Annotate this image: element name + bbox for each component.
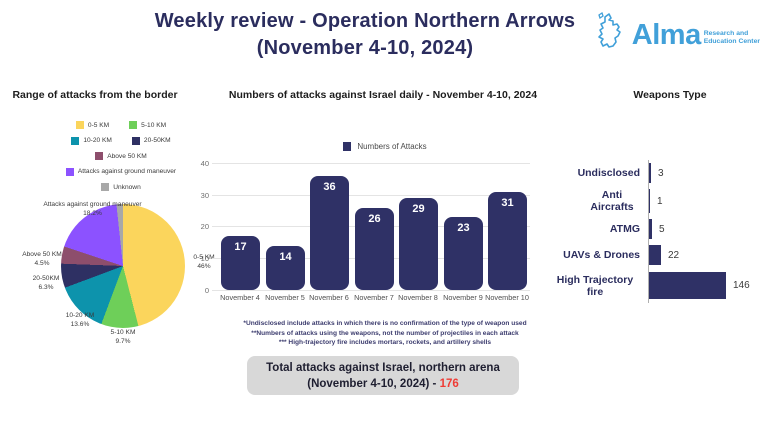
pie-chart-title: Range of attacks from the border [12,89,178,101]
x-axis-label: November 5 [265,293,305,302]
legend-swatch [343,142,352,151]
weapon-bar [649,219,652,239]
weapon-bar [649,272,726,299]
footnotes: *Undisclosed include attacks in which th… [200,319,570,348]
pie-label-5-10: 5-10 KM 9.7% [110,329,136,345]
logo-tagline: Research and Education Center [703,29,760,45]
total-box-line2: (November 4-10, 2024) - 176 [307,377,459,390]
legend-item: 20-50KM [131,136,171,145]
weapon-value: 146 [733,280,750,291]
legend-swatch [131,136,140,145]
weapon-row-undisclosed: Undisclosed 3 [545,160,763,186]
legend-item: 10-20 KM [71,136,112,145]
weapon-row-high-trajectory: High Trajectory fire 146 [545,268,763,303]
total-attacks-box: Total attacks against Israel, northern a… [247,356,519,395]
pie-legend: 0-5 KM 5-10 KM 10-20 KM 20-50KM Above 50… [6,121,236,191]
bar-november-6: 36 [310,175,349,290]
legend-item: 0-5 KM [75,121,109,129]
map-outline-icon [591,11,629,57]
page-title-line2: (November 4-10, 2024) [256,37,474,59]
x-axis-label: November 4 [220,293,260,302]
legend-item: Attacks against ground maneuver [65,167,176,176]
weapon-row-anti-aircrafts: Anti Aircrafts 1 [545,186,763,216]
range-pie [61,204,185,328]
total-box-line1: Total attacks against Israel, northern a… [266,361,500,374]
gridline [212,195,530,196]
bar-november-8: 29 [399,197,438,290]
pie-label-above-50: Above 50 KM 4.5% [22,251,62,267]
y-axis-tick: 0 [204,286,209,295]
page-title-line1: Weekly review - Operation Northern Arrow… [154,10,576,32]
pie-label-ground-maneuver: Attacks against ground maneuver 18.2% [43,201,142,217]
bar-november-10: 31 [488,191,527,290]
legend-item: Above 50 KM [95,152,147,160]
weapons-chart-title: Weapons Type [633,89,707,101]
alma-logo: Alma Research and Education Center [591,11,760,57]
x-axis-label: November 10 [485,293,529,302]
bar-november-5: 14 [266,245,305,290]
gridline [212,163,530,164]
bar-chart-legend: Numbers of Attacks [205,142,565,151]
footnote-2: **Numbers of attacks using the weapons, … [251,329,519,337]
weapon-row-uavs-drones: UAVs & Drones 22 [545,242,763,268]
logo-wordmark: Alma [631,18,701,51]
footnote-3: *** High-trajectory fire includes mortar… [278,339,492,347]
pie-label-20-50: 20-50KM 6.3% [32,275,60,291]
weapons-chart: Undisclosed 3 Anti Aircrafts 1 ATMG 5 UA… [545,160,763,303]
pie-label-0-5: 0-5 KM 46% [193,254,215,270]
bar-november-9: 23 [444,217,483,290]
legend-swatch [129,121,138,129]
pie-label-10-20: 10-20 KM 13.6% [65,312,95,328]
legend-swatch [75,121,84,129]
x-axis-label: November 8 [398,293,438,302]
legend-swatch [65,167,74,176]
weapon-value: 3 [658,167,664,179]
y-axis-tick: 10 [200,254,209,263]
legend-item: 5-10 KM [129,121,166,129]
page-title: Weekly review - Operation Northern Arrow… [100,8,630,62]
weapon-bar [649,163,651,183]
bar-november-4: 17 [221,236,260,290]
x-axis-label: November 9 [443,293,483,302]
legend-swatch [101,183,110,191]
weapon-bar [649,189,650,213]
weapon-value: 22 [668,249,680,261]
footnote-1: *Undisclosed include attacks in which th… [243,320,527,327]
legend-item: Unknown [101,183,141,191]
weapon-bar [649,245,661,265]
legend-label: Numbers of Attacks [357,142,427,151]
y-axis-tick: 30 [200,191,209,200]
x-axis-label: November 6 [309,293,349,302]
gridline [212,290,530,291]
weapon-row-atmg: ATMG 5 [545,216,763,242]
y-axis-tick: 40 [200,159,209,168]
weapon-value: 5 [659,223,665,235]
x-axis-label: November 7 [354,293,394,302]
daily-attacks-chart: 40 30 20 10 0 17 14 36 26 29 23 31 Novem… [196,158,544,310]
legend-swatch [95,152,104,160]
total-attacks-value: 176 [439,377,459,390]
bar-november-7: 26 [355,207,394,290]
y-axis-tick: 20 [200,222,209,231]
weapon-value: 1 [657,195,663,207]
bar-chart-title: Numbers of attacks against Israel daily … [228,89,538,101]
legend-swatch [71,136,80,145]
